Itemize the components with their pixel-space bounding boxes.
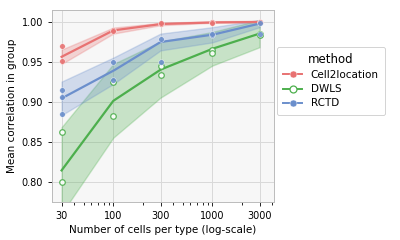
Point [209,33,216,37]
Point [110,114,116,118]
Point [209,20,216,24]
Point [110,28,116,31]
Point [157,65,164,68]
Point [110,80,116,84]
Point [58,44,65,48]
Point [209,48,216,52]
Point [157,60,164,64]
Point [110,29,116,33]
Point [256,33,263,37]
Point [58,89,65,92]
Point [157,37,164,41]
Point [209,51,216,55]
Point [58,180,65,184]
Point [58,204,65,208]
Point [58,112,65,115]
Legend: Cell2location, DWLS, RCTD: Cell2location, DWLS, RCTD [277,47,385,115]
Point [157,21,164,25]
Point [58,130,65,134]
Point [157,22,164,26]
Point [256,20,263,24]
Point [256,32,263,36]
Point [58,95,65,99]
X-axis label: Number of cells per type (log-scale): Number of cells per type (log-scale) [69,225,257,235]
Point [256,21,263,25]
Point [110,60,116,64]
Point [157,73,164,77]
Point [110,78,116,82]
Y-axis label: Mean correlation in group: Mean correlation in group [7,38,17,173]
Point [58,59,65,63]
Point [209,32,216,36]
Point [256,20,263,24]
Point [256,32,263,36]
Point [209,21,216,25]
